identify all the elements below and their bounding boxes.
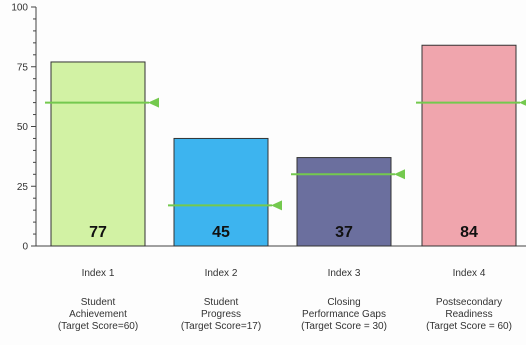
bar-2 bbox=[173, 137, 269, 247]
category-description: (Target Score=17) bbox=[181, 321, 261, 332]
bars bbox=[50, 44, 517, 247]
target-arrow-icon bbox=[519, 99, 526, 106]
bar-1 bbox=[50, 61, 146, 247]
category-label: Index 2 bbox=[205, 268, 238, 279]
category-label: Index 4 bbox=[453, 268, 486, 279]
y-tick-label: 0 bbox=[22, 242, 28, 253]
target-arrow-icon bbox=[148, 97, 159, 108]
category-description: Student bbox=[81, 297, 116, 308]
category-description: Performance Gaps bbox=[302, 309, 386, 320]
category-description: Closing bbox=[327, 297, 360, 308]
target-markers bbox=[45, 97, 526, 211]
category-description: Progress bbox=[201, 309, 241, 320]
bar-value-label: 45 bbox=[212, 224, 230, 241]
target-arrow-icon bbox=[271, 200, 282, 211]
category-description: Achievement bbox=[69, 309, 127, 320]
bar-value-label: 77 bbox=[89, 224, 107, 241]
category-description: (Target Score=60) bbox=[58, 321, 138, 332]
target-arrow-icon bbox=[394, 169, 405, 180]
category-description: Postsecondary bbox=[436, 297, 502, 308]
bar-4 bbox=[421, 44, 517, 247]
category-description: Readiness bbox=[445, 309, 492, 320]
y-tick-label: 100 bbox=[11, 3, 28, 14]
bar-3 bbox=[296, 157, 392, 247]
category-description: (Target Score = 60) bbox=[426, 321, 512, 332]
category-description: (Target Score = 30) bbox=[301, 321, 387, 332]
y-tick-label: 75 bbox=[17, 62, 29, 73]
bar-value-label: 84 bbox=[460, 224, 478, 241]
category-label: Index 3 bbox=[328, 268, 361, 279]
y-tick-label: 50 bbox=[17, 122, 29, 133]
y-tick-label: 25 bbox=[17, 182, 29, 193]
bar-value-label: 37 bbox=[335, 224, 353, 241]
category-label: Index 1 bbox=[82, 268, 115, 279]
category-description: Student bbox=[204, 297, 239, 308]
